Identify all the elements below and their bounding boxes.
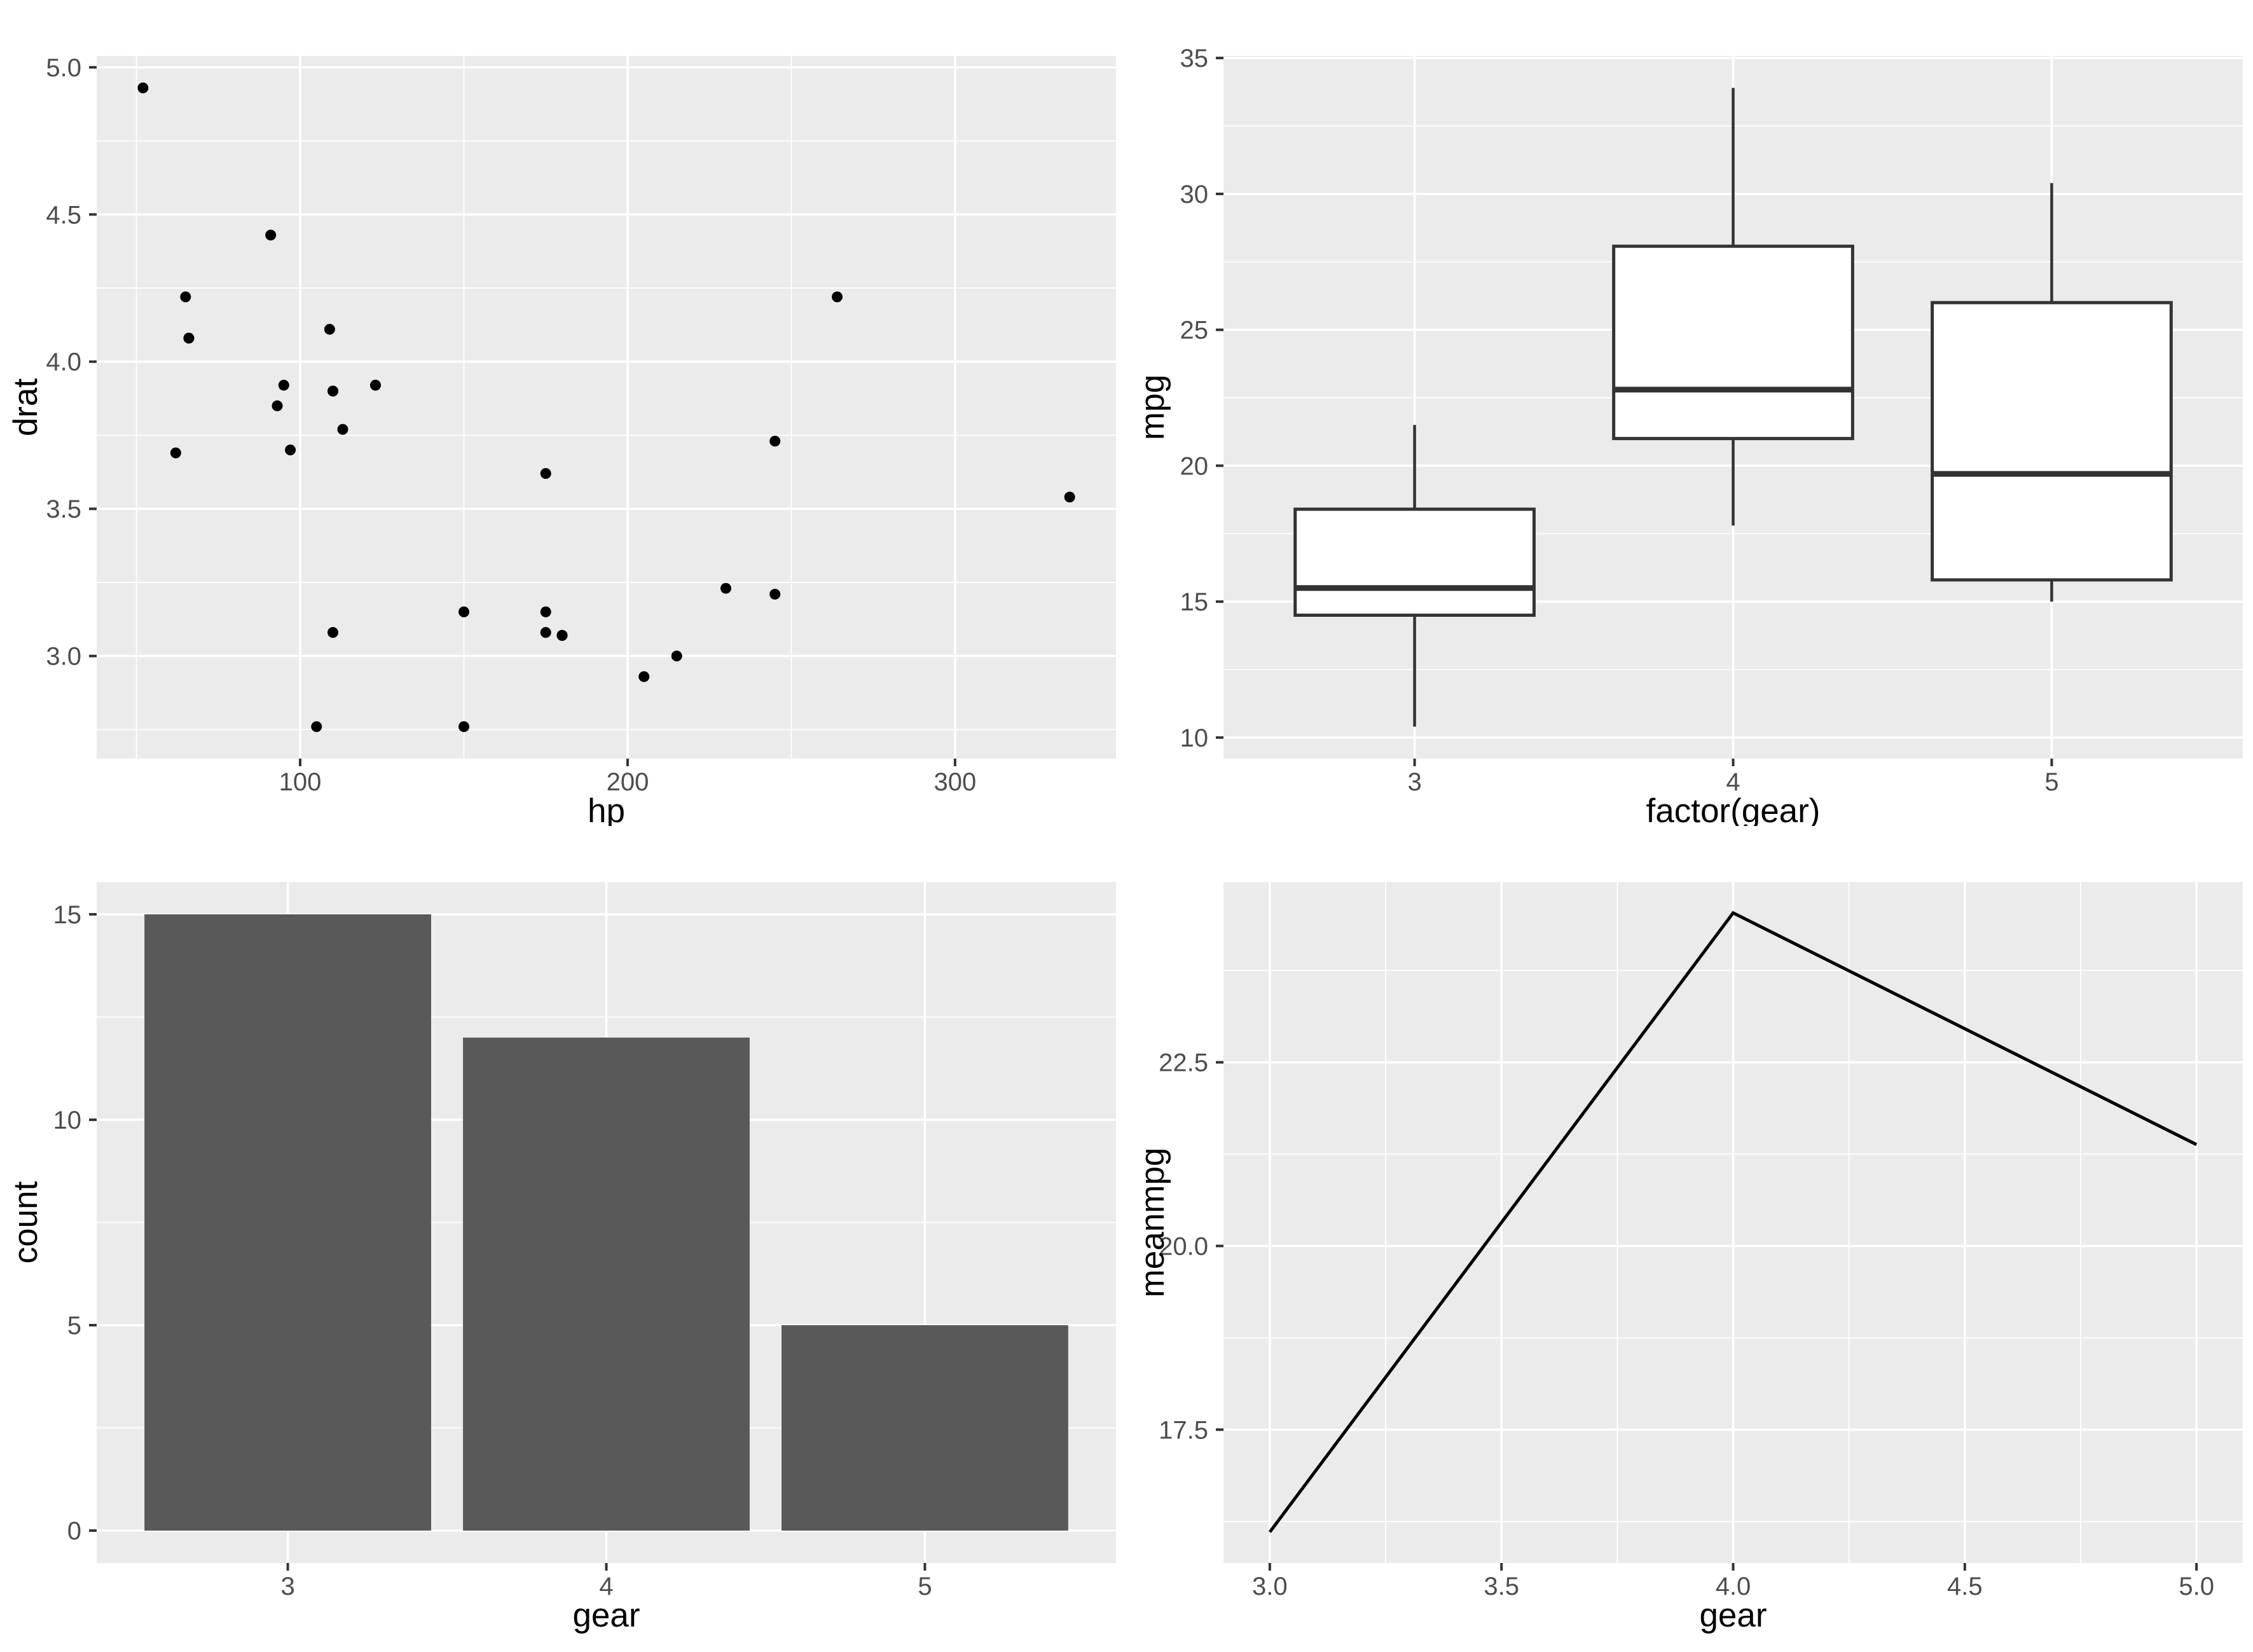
scatter-point bbox=[170, 447, 181, 458]
scatter-point bbox=[285, 444, 296, 456]
axis-tick-marks bbox=[1215, 57, 2053, 766]
scatter-plot-quadrant: 100 200 300 3.0 3.5 4.0 4.5 5.0 hp drat bbox=[0, 0, 1127, 826]
y-tick-label: 15 bbox=[53, 901, 82, 929]
iqr-box bbox=[1930, 301, 2173, 582]
boxplot-box-gear-4 bbox=[1611, 88, 1854, 526]
scatter-point bbox=[556, 630, 568, 641]
line-chart-quadrant: 3.0 3.5 4.0 4.5 5.0 17.5 20.0 22.5 gear meanmpg bbox=[1127, 826, 2253, 1652]
x-axis-title: gear bbox=[572, 1597, 640, 1634]
boxplot-box-gear-5 bbox=[1930, 182, 2173, 602]
scatter-drat-vs-hp-chart: 100 200 300 3.0 3.5 4.0 4.5 5.0 hp drat bbox=[7, 54, 1116, 826]
scatter-point bbox=[638, 671, 650, 682]
major-gridlines bbox=[97, 56, 1116, 759]
y-axis-title: count bbox=[7, 1181, 45, 1263]
y-tick-label: 20 bbox=[1180, 452, 1208, 480]
x-tick-label: 100 bbox=[279, 768, 322, 796]
scatter-points bbox=[137, 82, 1075, 733]
scatter-point bbox=[324, 324, 335, 335]
plot-panel-background bbox=[97, 56, 1116, 759]
y-tick-label: 5.0 bbox=[46, 54, 81, 82]
x-tick-label: 3 bbox=[1407, 768, 1421, 796]
y-tick-label: 15 bbox=[1180, 588, 1208, 616]
x-axis-title: hp bbox=[588, 792, 625, 826]
y-tick-label: 5 bbox=[67, 1312, 81, 1340]
scatter-point bbox=[337, 423, 348, 435]
x-tick-label: 3.5 bbox=[1484, 1573, 1519, 1600]
x-tick-label: 3 bbox=[280, 1573, 294, 1600]
minor-gridlines bbox=[97, 56, 1116, 759]
iqr-box bbox=[1611, 244, 1854, 441]
y-axis-title: meanmpg bbox=[1134, 1148, 1171, 1298]
x-tick-label: 5 bbox=[918, 1573, 932, 1600]
scatter-point bbox=[769, 436, 781, 447]
x-tick-label: 300 bbox=[934, 768, 977, 796]
y-tick-label: 0 bbox=[67, 1517, 81, 1545]
scatter-point bbox=[327, 385, 339, 397]
x-axis-title: gear bbox=[1699, 1597, 1767, 1634]
y-tick-label: 22.5 bbox=[1159, 1049, 1208, 1077]
boxplot-mpg-by-gear-chart: 3 4 5 10 15 20 25 30 35 factor(gear) mpg bbox=[1134, 45, 2243, 826]
scatter-point bbox=[265, 230, 277, 241]
x-tick-label: 4 bbox=[599, 1573, 613, 1600]
scatter-point bbox=[540, 468, 551, 479]
axis-tick-marks bbox=[89, 65, 956, 766]
bar-count-by-gear-chart: 3 4 5 0 5 10 15 gear count bbox=[7, 882, 1116, 1634]
scatter-point bbox=[311, 721, 322, 733]
x-axis-title: factor(gear) bbox=[1646, 792, 1820, 826]
scatter-point bbox=[278, 380, 289, 391]
bar-chart-quadrant: 3 4 5 0 5 10 15 gear count bbox=[0, 826, 1127, 1652]
x-tick-label: 4 bbox=[1726, 768, 1740, 796]
y-tick-label: 20.0 bbox=[1159, 1232, 1208, 1260]
y-axis-title: mpg bbox=[1134, 375, 1171, 440]
scatter-point bbox=[1064, 492, 1075, 503]
scatter-point bbox=[327, 627, 339, 638]
y-tick-label: 3.5 bbox=[46, 495, 81, 523]
scatter-point bbox=[540, 627, 551, 638]
y-tick-label: 17.5 bbox=[1159, 1416, 1208, 1444]
bar-gear-5 bbox=[782, 1325, 1068, 1531]
y-tick-label: 35 bbox=[1180, 45, 1208, 72]
y-tick-label: 10 bbox=[1180, 724, 1208, 752]
boxplot-quadrant: 3 4 5 10 15 20 25 30 35 factor(gear) mpg bbox=[1127, 0, 2253, 826]
mean-mpg-line bbox=[1268, 911, 2197, 1533]
bars bbox=[144, 914, 1068, 1531]
x-tick-label: 3.0 bbox=[1252, 1573, 1288, 1600]
bar-gear-4 bbox=[463, 1037, 750, 1531]
y-tick-label: 3.0 bbox=[46, 643, 81, 671]
scatter-point bbox=[458, 721, 470, 733]
y-tick-label: 30 bbox=[1180, 181, 1208, 209]
x-tick-label: 5 bbox=[2044, 768, 2058, 796]
axis-tick-marks bbox=[1215, 1061, 2198, 1571]
scatter-point bbox=[720, 582, 731, 594]
scatter-point bbox=[272, 400, 283, 411]
y-tick-label: 25 bbox=[1180, 317, 1208, 345]
x-tick-label: 5.0 bbox=[2179, 1573, 2214, 1600]
scatter-point bbox=[180, 291, 191, 303]
axis-tick-marks bbox=[89, 912, 927, 1571]
scatter-point bbox=[671, 650, 682, 662]
iqr-box bbox=[1293, 507, 1536, 617]
y-axis-title: drat bbox=[7, 378, 45, 437]
scatter-point bbox=[183, 333, 195, 344]
line-meanmpg-by-gear-chart: 3.0 3.5 4.0 4.5 5.0 17.5 20.0 22.5 gear meanmpg bbox=[1134, 882, 2243, 1634]
x-tick-label: 4.0 bbox=[1715, 1573, 1751, 1600]
bar-gear-3 bbox=[144, 914, 431, 1531]
scatter-point bbox=[137, 82, 149, 93]
y-tick-label: 4.5 bbox=[46, 201, 81, 229]
scatter-point bbox=[832, 291, 843, 303]
y-tick-label: 4.0 bbox=[46, 348, 81, 376]
y-tick-label: 10 bbox=[53, 1106, 82, 1134]
scatter-point bbox=[369, 380, 381, 391]
x-tick-label: 4.5 bbox=[1947, 1573, 1983, 1600]
x-tick-label: 200 bbox=[607, 768, 649, 796]
scatter-point bbox=[458, 606, 470, 617]
scatter-point bbox=[540, 606, 551, 617]
scatter-point bbox=[769, 588, 781, 600]
boxplot-box-gear-3 bbox=[1293, 425, 1536, 727]
